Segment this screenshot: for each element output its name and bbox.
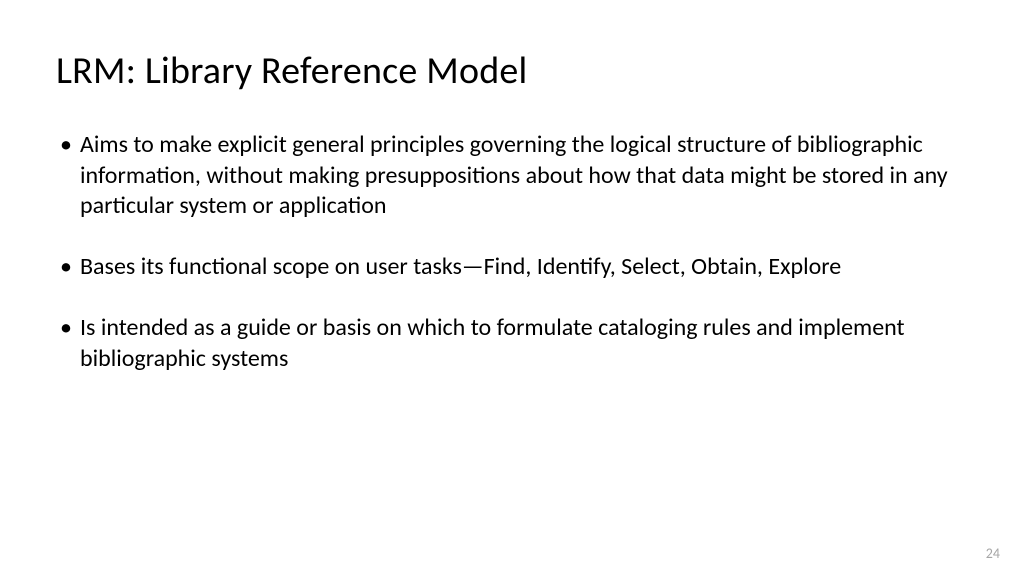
bullet-item: Bases its functional scope on user tasks… [56,252,968,283]
slide-container: LRM: Library Reference Model Aims to mak… [0,0,1024,576]
bullet-item: Aims to make explicit general principles… [56,130,968,222]
bullet-list: Aims to make explicit general principles… [56,130,968,374]
page-number: 24 [986,545,1000,562]
slide-title: LRM: Library Reference Model [56,48,968,94]
bullet-item: Is intended as a guide or basis on which… [56,313,968,374]
